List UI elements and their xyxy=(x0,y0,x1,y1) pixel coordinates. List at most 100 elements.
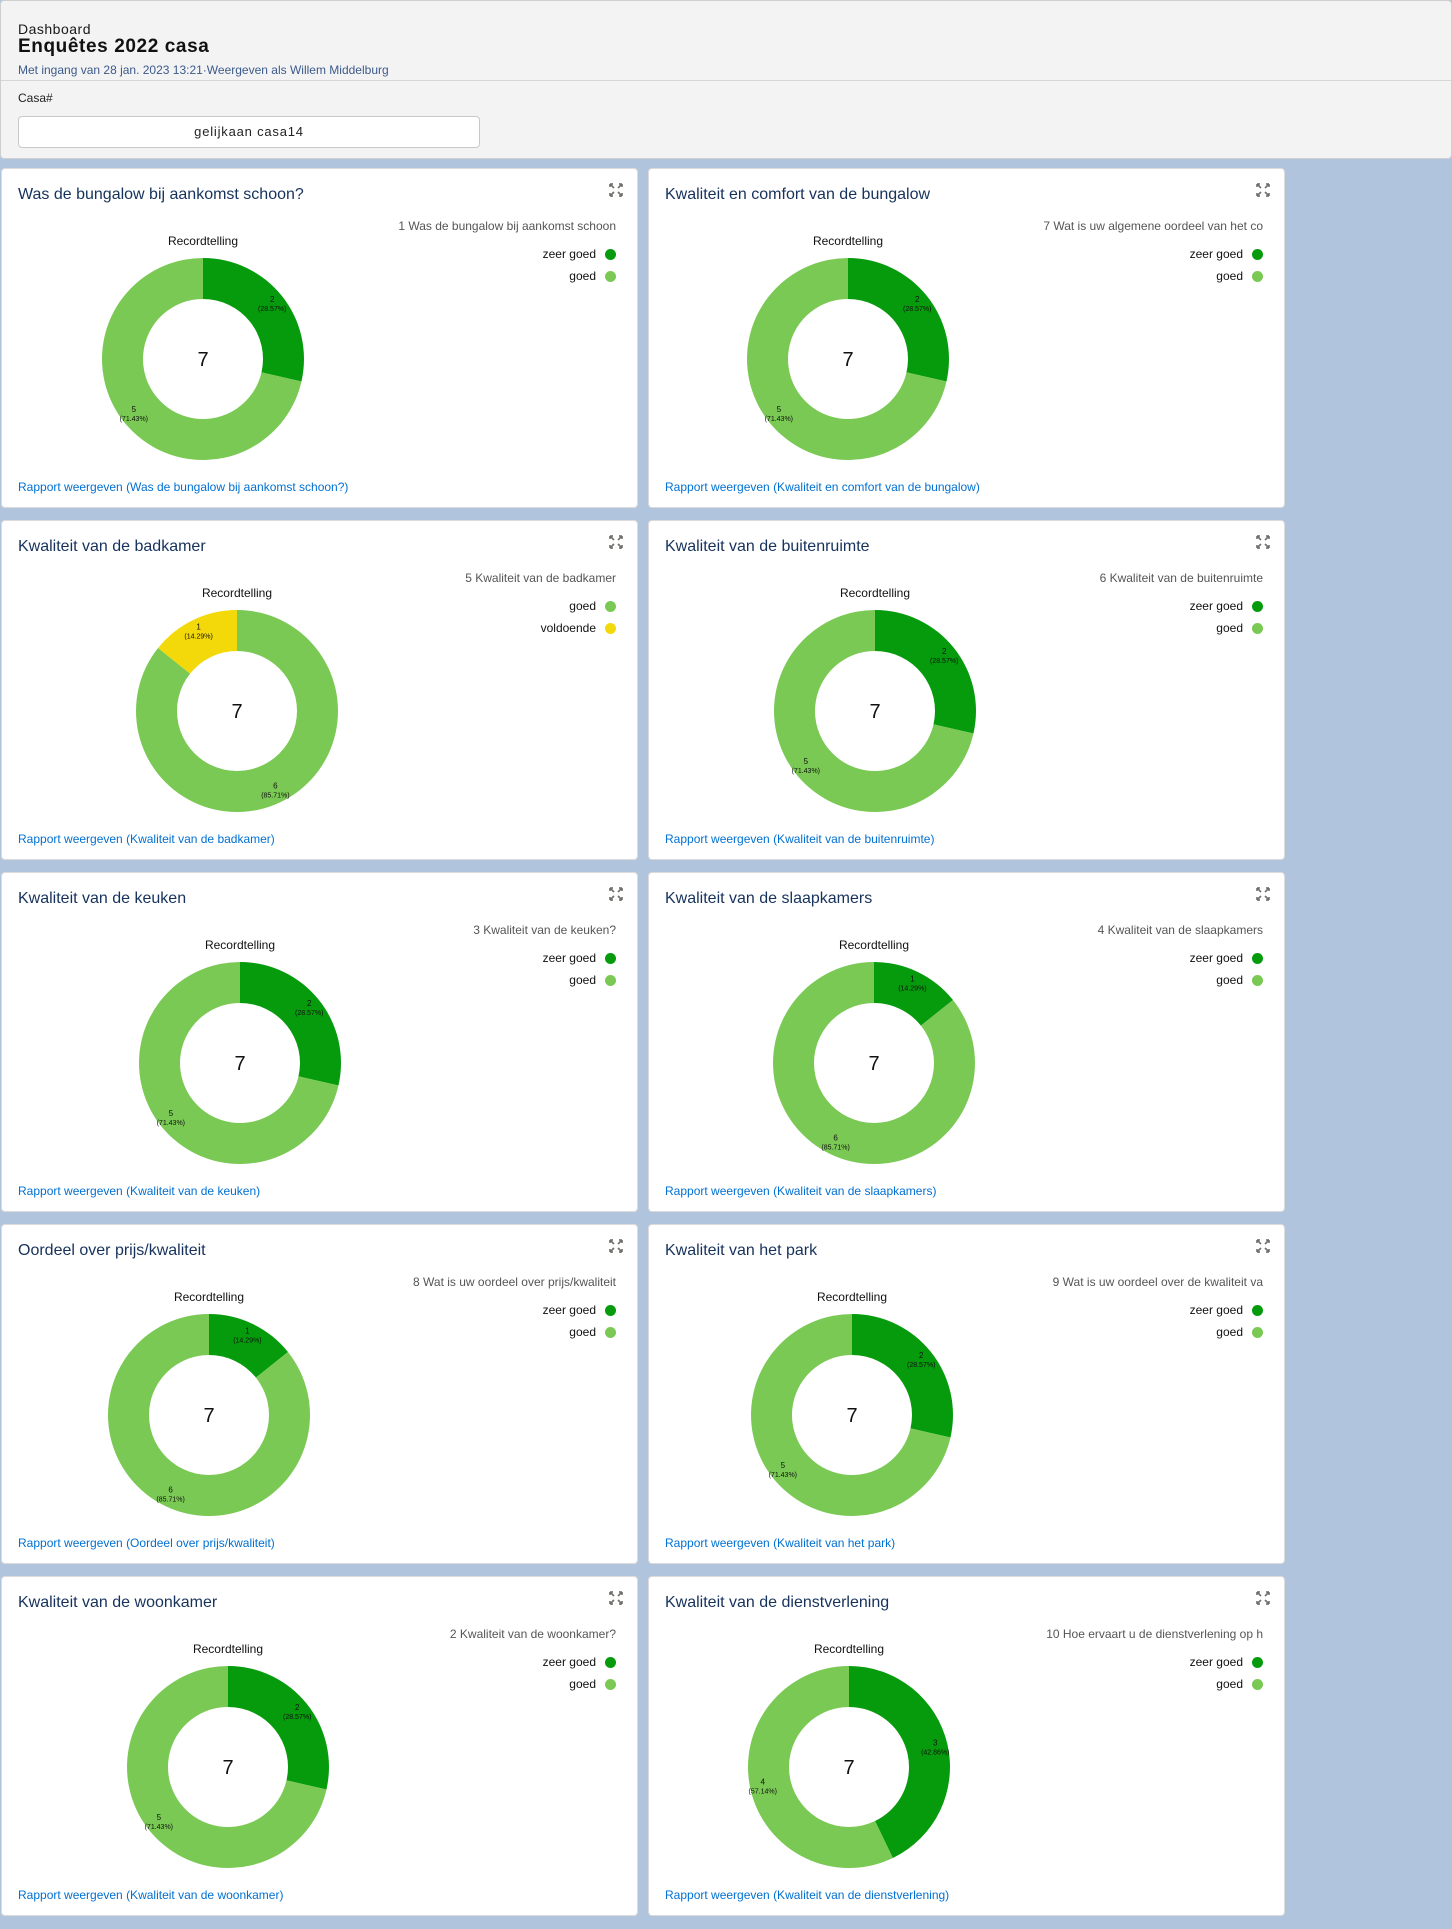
legend-item[interactable]: zeer goed xyxy=(543,243,616,265)
slice-percent-label: (57.14%) xyxy=(749,1789,777,1796)
donut-slice[interactable] xyxy=(136,610,338,812)
legend-item[interactable]: zeer goed xyxy=(1190,1651,1263,1673)
donut-slice[interactable] xyxy=(139,962,339,1164)
view-report-link[interactable]: Rapport weergeven (Oordeel over prijs/kw… xyxy=(18,1536,275,1550)
donut-slice[interactable] xyxy=(240,962,341,1086)
donut-slice[interactable] xyxy=(848,258,949,382)
view-report-link[interactable]: Rapport weergeven (Kwaliteit en comfort … xyxy=(665,480,980,494)
legend-item[interactable]: goed xyxy=(1190,265,1263,287)
donut-slice[interactable] xyxy=(747,1666,893,1868)
legend-item[interactable]: zeer goed xyxy=(543,947,616,969)
donut-slice[interactable] xyxy=(874,962,953,1026)
donut-slice[interactable] xyxy=(875,610,976,734)
slice-percent-label: (71.43%) xyxy=(120,416,148,423)
expand-icon[interactable] xyxy=(1256,1591,1270,1605)
dashboard-card: Kwaliteit van de dienstverlening 10 Hoe e… xyxy=(648,1576,1285,1916)
donut-slice[interactable] xyxy=(127,1666,327,1868)
legend-item[interactable]: goed xyxy=(543,969,616,991)
expand-icon[interactable] xyxy=(1256,887,1270,901)
donut-slice[interactable] xyxy=(751,1314,951,1516)
card-title: Kwaliteit van de woonkamer xyxy=(18,1594,218,1611)
card-title: Oordeel over prijs/kwaliteit xyxy=(18,1242,206,1259)
slice-percent-label: (71.43%) xyxy=(792,768,820,775)
legend-label: goed xyxy=(569,599,596,613)
legend-item[interactable]: goed xyxy=(543,1673,616,1695)
view-report-link[interactable]: Rapport weergeven (Was de bungalow bij a… xyxy=(18,480,349,494)
slice-percent-label: (14.29%) xyxy=(184,633,212,640)
view-report-link[interactable]: Rapport weergeven (Kwaliteit van de badk… xyxy=(18,832,275,846)
legend-item[interactable]: zeer goed xyxy=(543,1299,616,1321)
expand-icon[interactable] xyxy=(609,1239,623,1253)
slice-percent-label: (14.29%) xyxy=(233,1337,261,1344)
legend-item[interactable]: goed xyxy=(1190,1321,1263,1343)
expand-icon[interactable] xyxy=(1256,1239,1270,1253)
casa-filter-select[interactable]: gelijkaan casa14 xyxy=(18,116,480,148)
donut-slice[interactable] xyxy=(747,258,947,460)
chart-title: Recordtelling xyxy=(193,1642,263,1656)
legend-item[interactable]: goed xyxy=(1190,617,1263,639)
donut-slice[interactable] xyxy=(158,610,237,674)
legend-label: goed xyxy=(569,1325,596,1339)
legend-item[interactable]: goed xyxy=(1190,969,1263,991)
legend-item[interactable]: voldoende xyxy=(541,617,616,639)
legend-item[interactable]: goed xyxy=(1190,1673,1263,1695)
expand-icon[interactable] xyxy=(609,183,623,197)
expand-icon[interactable] xyxy=(609,535,623,549)
donut-chart: Recordtelling 2 (28.57%) 5 (71.43%) 7 xyxy=(751,1290,953,1516)
donut-slice[interactable] xyxy=(203,258,304,382)
legend-swatch xyxy=(1252,248,1263,260)
slice-percent-label: (42.86%) xyxy=(921,1749,949,1756)
legend-swatch xyxy=(605,1304,616,1316)
donut-slice[interactable] xyxy=(228,1666,329,1790)
chart-legend: zeer goed goed xyxy=(1190,947,1263,991)
legend-item[interactable]: zeer goed xyxy=(543,1651,616,1673)
dashboard-card: Kwaliteit van de slaapkamers 4 Kwaliteit … xyxy=(648,872,1285,1212)
view-report-link[interactable]: Rapport weergeven (Kwaliteit van het par… xyxy=(665,1536,896,1550)
slice-count-label: 2 xyxy=(915,295,920,304)
legend-item[interactable]: goed xyxy=(543,1321,616,1343)
donut-slice[interactable] xyxy=(773,962,975,1164)
legend-label: zeer goed xyxy=(542,247,596,261)
slice-count-label: 2 xyxy=(919,1351,924,1360)
legend-swatch xyxy=(605,1656,616,1668)
expand-icon[interactable] xyxy=(609,887,623,901)
expand-icon[interactable] xyxy=(1256,535,1270,549)
legend-item[interactable]: zeer goed xyxy=(1190,243,1263,265)
legend-title: 8 Wat is uw oordeel over prijs/kwaliteit xyxy=(413,1275,616,1289)
legend-swatch xyxy=(1252,1304,1263,1316)
donut-chart: Recordtelling 2 (28.57%) 5 (71.43%) 7 xyxy=(747,234,949,460)
view-report-link[interactable]: Rapport weergeven (Kwaliteit van de slaa… xyxy=(665,1184,937,1198)
donut-slice[interactable] xyxy=(107,1314,310,1516)
legend-swatch xyxy=(1252,1656,1263,1668)
slice-count-label: 5 xyxy=(169,1109,174,1118)
slice-count-label: 2 xyxy=(270,295,275,304)
legend-item[interactable]: zeer goed xyxy=(1190,947,1263,969)
donut-slice[interactable] xyxy=(852,1314,953,1438)
legend-item[interactable]: goed xyxy=(541,595,616,617)
donut-slice[interactable] xyxy=(849,1666,950,1858)
legend-label: zeer goed xyxy=(542,1655,596,1669)
legend-title: 5 Kwaliteit van de badkamer xyxy=(465,571,616,585)
view-report-link[interactable]: Rapport weergeven (Kwaliteit van de dien… xyxy=(665,1888,950,1902)
expand-icon[interactable] xyxy=(609,1591,623,1605)
legend-swatch xyxy=(1252,974,1263,986)
donut-chart: Recordtelling 2 (28.57%) 5 (71.43%) 7 xyxy=(127,1642,329,1868)
legend-swatch xyxy=(605,1326,616,1338)
legend-title: 3 Kwaliteit van de keuken? xyxy=(473,923,616,937)
legend-item[interactable]: zeer goed xyxy=(1190,595,1263,617)
view-report-link[interactable]: Rapport weergeven (Kwaliteit van de keuk… xyxy=(18,1184,261,1198)
donut-slice[interactable] xyxy=(774,610,974,812)
view-report-link[interactable]: Rapport weergeven (Kwaliteit van de buit… xyxy=(665,832,935,846)
legend-label: goed xyxy=(1216,1677,1243,1691)
chart-legend: zeer goed goed xyxy=(1190,1651,1263,1695)
legend-item[interactable]: zeer goed xyxy=(1190,1299,1263,1321)
legend-item[interactable]: goed xyxy=(543,265,616,287)
slice-count-label: 5 xyxy=(132,405,137,414)
expand-icon[interactable] xyxy=(1256,183,1270,197)
legend-swatch xyxy=(605,1678,616,1690)
donut-slice[interactable] xyxy=(102,258,302,460)
donut-slice[interactable] xyxy=(209,1314,288,1378)
card-title: Kwaliteit van de dienstverlening xyxy=(665,1594,890,1611)
view-report-link[interactable]: Rapport weergeven (Kwaliteit van de woon… xyxy=(18,1888,284,1902)
legend-label: goed xyxy=(569,269,596,283)
